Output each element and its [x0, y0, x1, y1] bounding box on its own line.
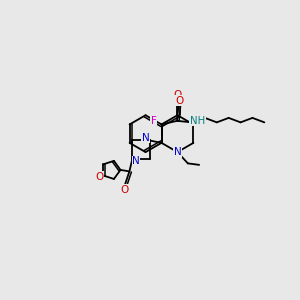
Text: O: O: [120, 185, 128, 195]
Text: N: N: [132, 156, 140, 166]
Text: O: O: [175, 96, 183, 106]
Text: F: F: [151, 116, 157, 127]
Text: O: O: [173, 90, 181, 100]
Text: N: N: [142, 133, 150, 142]
Text: O: O: [95, 172, 103, 182]
Text: NH: NH: [190, 116, 205, 126]
Text: N: N: [174, 147, 181, 157]
